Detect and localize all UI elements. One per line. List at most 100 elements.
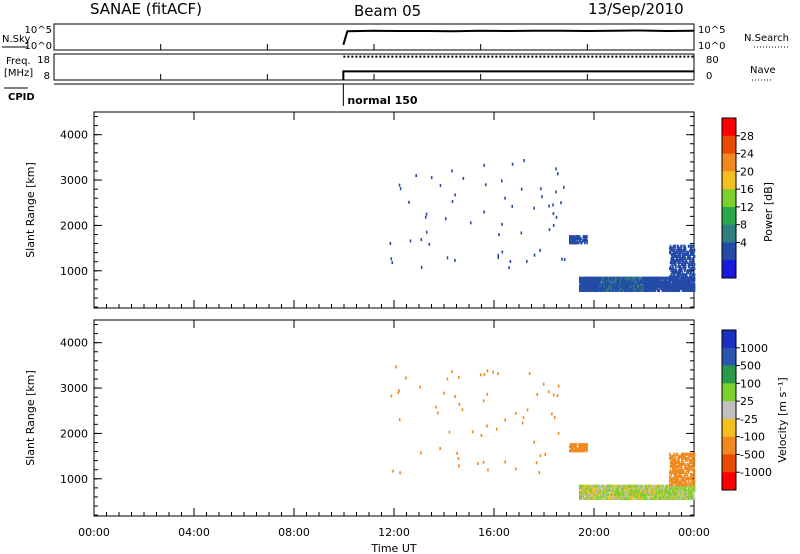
range-cell	[687, 282, 689, 286]
freq-left-label: Freq.	[6, 56, 31, 67]
range-cell	[672, 484, 675, 488]
range-cell	[682, 477, 685, 481]
range-cell	[693, 267, 696, 271]
range-cell	[675, 269, 678, 273]
range-cell	[687, 471, 690, 475]
range-cell	[678, 467, 680, 470]
date-title: 13/Sep/2010	[588, 0, 684, 18]
range-cell	[679, 269, 682, 273]
range-cell	[685, 456, 688, 460]
range-cell	[627, 278, 629, 282]
range-cell	[674, 456, 676, 460]
range-cell	[584, 484, 586, 488]
range-cell	[680, 479, 682, 483]
range-cell	[602, 484, 604, 488]
noise-right-tick-top: 10^5	[698, 25, 725, 36]
range-cell	[684, 261, 687, 265]
range-cell	[676, 254, 679, 258]
range-cell	[557, 431, 560, 435]
range-cell	[682, 256, 685, 260]
range-cell	[663, 486, 665, 490]
range-cell	[689, 269, 691, 273]
range-cell	[675, 265, 677, 269]
range-cell	[657, 286, 659, 290]
time-axis: 00:00 04:00 08:00 12:00 16:00 20:00 00:00	[53, 44, 710, 539]
range-cell	[651, 282, 653, 286]
range-cell	[596, 284, 598, 288]
range-cell	[585, 488, 588, 492]
range-cell	[681, 490, 684, 494]
range-cell	[408, 200, 410, 204]
range-cell	[676, 259, 679, 262]
range-cell	[536, 392, 539, 396]
range-cell	[501, 179, 503, 183]
range-cell	[390, 257, 393, 261]
range-cell	[602, 496, 604, 500]
range-cell	[681, 248, 684, 252]
range-cell	[641, 486, 643, 490]
colorbar-swatch	[722, 171, 736, 190]
range-cell	[602, 494, 604, 498]
range-cell	[689, 458, 691, 462]
range-cell	[675, 267, 677, 271]
range-cell	[680, 273, 682, 277]
range-cell	[683, 462, 685, 466]
power-colorbar-label: Power [dB]	[762, 182, 775, 242]
range-cell	[685, 488, 688, 492]
range-cell	[582, 494, 585, 498]
range-cell	[395, 365, 397, 369]
range-cell	[651, 278, 653, 282]
range-cell	[660, 276, 662, 280]
range-cell	[690, 477, 693, 481]
range-cell	[430, 176, 433, 180]
range-cell	[674, 259, 676, 262]
range-cell	[398, 418, 401, 422]
range-cell	[678, 458, 680, 462]
range-cell	[617, 484, 619, 488]
y-tick-label: 1000	[60, 473, 88, 486]
range-cell	[687, 271, 690, 275]
range-cell	[693, 278, 696, 282]
range-cell	[674, 494, 676, 498]
range-cell	[586, 496, 589, 500]
range-cell	[672, 259, 674, 262]
range-cell	[692, 250, 694, 254]
range-cell	[597, 288, 599, 292]
range-cell	[671, 471, 673, 475]
range-cell	[679, 267, 682, 271]
range-cell	[653, 288, 655, 292]
range-cell	[639, 494, 641, 498]
range-cell	[552, 393, 555, 397]
range-cell	[676, 492, 679, 496]
range-cell	[675, 252, 677, 256]
range-cell	[580, 237, 582, 241]
range-cell	[693, 280, 695, 284]
range-cell	[672, 454, 675, 458]
range-cell	[669, 244, 672, 248]
colorbar-swatch	[722, 365, 736, 384]
range-cell	[462, 176, 465, 180]
range-cell	[575, 447, 577, 451]
range-cell	[678, 481, 680, 485]
range-cell	[622, 284, 625, 288]
range-cell	[664, 484, 667, 488]
range-cell	[631, 280, 634, 284]
range-cell	[639, 488, 641, 492]
frequency-series	[342, 70, 694, 80]
range-cell	[693, 252, 695, 256]
range-cell	[392, 469, 394, 473]
range-cell	[684, 265, 687, 269]
range-cell	[497, 253, 500, 257]
range-cell	[670, 273, 673, 277]
range-cell	[457, 456, 460, 460]
range-cell	[461, 408, 464, 412]
range-cell	[689, 494, 691, 498]
range-cell	[678, 248, 681, 252]
range-cell	[575, 445, 577, 449]
range-cell	[669, 248, 672, 252]
range-cell	[693, 288, 696, 292]
range-cell	[641, 284, 643, 288]
noise-right-tick-bottom: 10^0	[698, 41, 725, 52]
range-cell	[501, 250, 504, 254]
